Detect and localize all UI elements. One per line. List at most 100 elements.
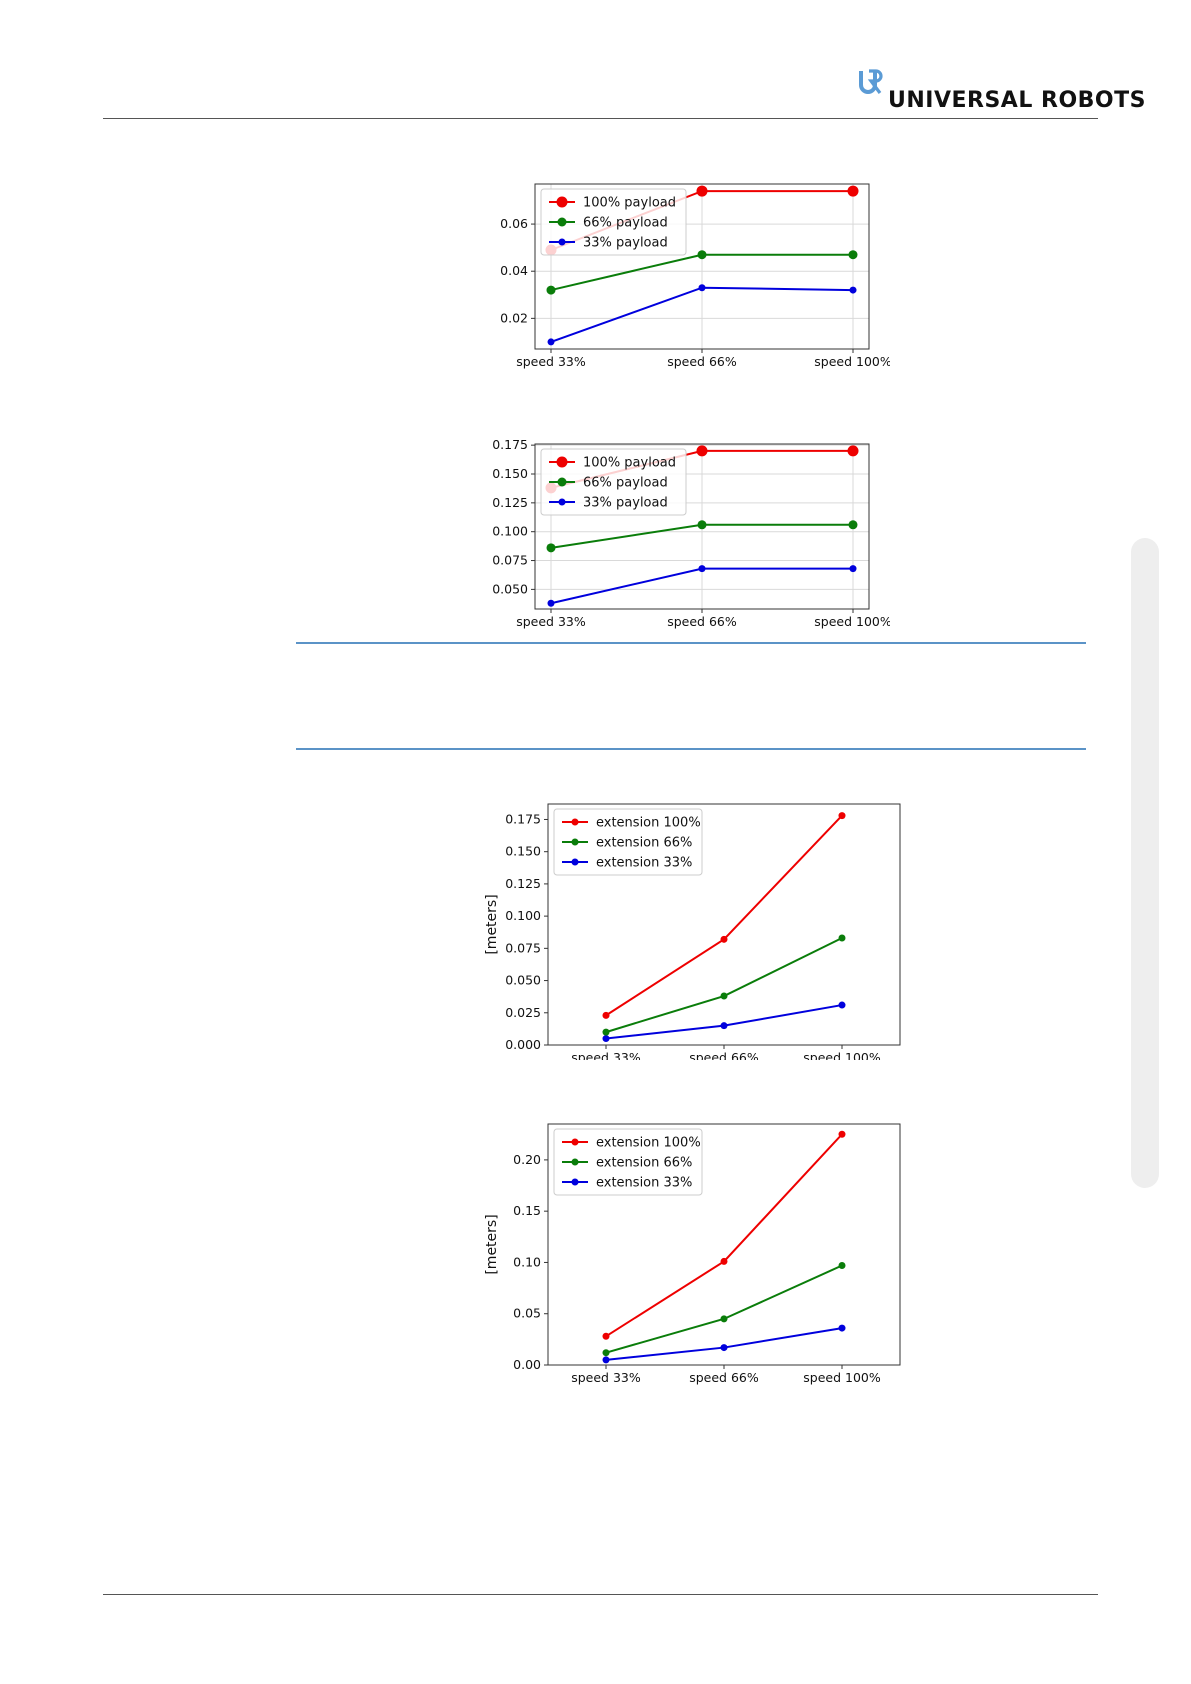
- legend-box: [553, 808, 703, 876]
- legend-marker: [558, 498, 566, 506]
- series-line: [605, 1264, 843, 1354]
- data-point: [602, 1356, 610, 1364]
- data-point: [848, 250, 858, 260]
- legend-label: extension 66%: [596, 836, 692, 851]
- chart-payload-2: 0.050 0.075 0.100 0.125 0.150 0.175 speed 33% s…: [490, 430, 892, 634]
- x-tick-label: speed 100%: [803, 1370, 881, 1385]
- data-point: [838, 812, 846, 820]
- legend-marker: [571, 1158, 579, 1166]
- note-bottom-rule: [296, 748, 1086, 750]
- y-tick-label: 0.075: [505, 940, 541, 955]
- data-point: [847, 445, 859, 457]
- y-tick-label: 0.100: [492, 524, 528, 539]
- y-axis-label: [meters]: [484, 894, 500, 954]
- data-point: [720, 992, 728, 1000]
- x-tick-label: speed 33%: [571, 1050, 641, 1060]
- legend-box: [553, 1128, 703, 1196]
- series-line: [605, 937, 843, 1034]
- y-tick-label: 0.10: [513, 1254, 541, 1269]
- legend-label: extension 33%: [596, 856, 692, 871]
- legend-label: 66% payload: [583, 216, 668, 231]
- data-point: [838, 1324, 846, 1332]
- legend-label: 33% payload: [583, 496, 668, 511]
- legend-marker: [558, 238, 566, 246]
- data-point: [720, 1344, 728, 1352]
- data-point: [546, 543, 556, 553]
- legend-marker: [571, 1178, 579, 1186]
- data-point: [849, 286, 857, 294]
- data-point: [696, 185, 708, 197]
- y-tick-label: 0.050: [505, 973, 541, 988]
- legend-label: 100% payload: [583, 456, 676, 471]
- data-point: [838, 1130, 846, 1138]
- y-tick-label: 0.20: [513, 1152, 541, 1167]
- legend-marker: [571, 838, 579, 846]
- data-point: [838, 1262, 846, 1270]
- data-point: [602, 1035, 610, 1043]
- data-point: [698, 284, 706, 292]
- legend-label: extension 66%: [596, 1156, 692, 1171]
- data-point: [547, 338, 555, 346]
- chart-svg: 0.00 0.05 0.10 0.15 0.20 speed 33% speed 66% sp…: [484, 1123, 901, 1385]
- footer-rule: [103, 1594, 1098, 1595]
- y-tick-label: 0.050: [492, 581, 528, 596]
- y-tick-label: 0.06: [500, 216, 528, 231]
- legend-label: extension 100%: [596, 816, 701, 831]
- data-point: [602, 1349, 610, 1357]
- legend-label: 100% payload: [583, 196, 676, 211]
- chart-extension-1: 0.000 0.025 0.050 0.075 0.100 0.125 0.150 0.175…: [480, 790, 920, 1065]
- y-tick-label: 0.075: [492, 553, 528, 568]
- chart-svg: 0.000 0.025 0.050 0.075 0.100 0.125 0.150 0.175…: [484, 803, 901, 1065]
- legend-label: 66% payload: [583, 476, 668, 491]
- legend-box: [540, 188, 687, 256]
- legend-marker: [556, 456, 568, 468]
- data-point: [720, 935, 728, 943]
- x-tick-label: speed 66%: [667, 614, 737, 629]
- y-axis-label: [meters]: [484, 1214, 500, 1274]
- brand-logo: UNIVERSAL ROBOTS: [858, 68, 1145, 113]
- data-point: [697, 520, 707, 530]
- data-point: [847, 185, 859, 197]
- y-tick-label: 0.150: [492, 466, 528, 481]
- side-tab: [1131, 538, 1159, 1188]
- data-point: [547, 599, 555, 607]
- x-tick-label: speed 100%: [814, 614, 890, 629]
- legend-marker: [571, 818, 579, 826]
- legend-box: [540, 448, 687, 516]
- legend-marker: [571, 1138, 579, 1146]
- header-rule: [103, 118, 1098, 119]
- ur-logo-icon: [859, 69, 883, 94]
- legend-marker: [557, 477, 567, 487]
- data-point: [838, 1001, 846, 1009]
- y-tick-label: 0.00: [513, 1357, 541, 1372]
- data-point: [720, 1315, 728, 1323]
- x-tick-label: speed 33%: [516, 614, 586, 629]
- y-tick-label: 0.125: [505, 876, 541, 891]
- legend-label: 33% payload: [583, 236, 668, 251]
- data-point: [546, 285, 556, 295]
- y-tick-label: 0.125: [492, 495, 528, 510]
- y-tick-label: 0.150: [505, 844, 541, 859]
- data-point: [849, 565, 857, 573]
- y-tick-label: 0.175: [492, 437, 528, 452]
- chart-payload-1: 0.02 0.04 0.06 speed 33% speed 66% speed 100%…: [490, 170, 892, 374]
- x-tick-label: speed 66%: [667, 354, 737, 369]
- data-point: [720, 1022, 728, 1030]
- legend-marker: [557, 217, 567, 227]
- x-tick-label: speed 33%: [571, 1370, 641, 1385]
- y-tick-label: 0.100: [505, 908, 541, 923]
- legend-marker: [556, 196, 568, 208]
- y-tick-label: 0.15: [513, 1203, 541, 1218]
- data-point: [838, 934, 846, 942]
- data-point: [602, 1332, 610, 1340]
- x-tick-label: speed 33%: [516, 354, 586, 369]
- data-point: [602, 1011, 610, 1019]
- chart-svg: 0.02 0.04 0.06 speed 33% speed 66% speed 100%…: [500, 183, 892, 369]
- legend-label: extension 100%: [596, 1136, 701, 1151]
- y-tick-label: 0.04: [500, 263, 528, 278]
- chart-svg: 0.050 0.075 0.100 0.125 0.150 0.175 speed 33% s…: [492, 437, 892, 629]
- series-line: [605, 1327, 843, 1361]
- data-point: [697, 250, 707, 260]
- y-tick-label: 0.05: [513, 1306, 541, 1321]
- chart-extension-2: 0.00 0.05 0.10 0.15 0.20 speed 33% speed 66% sp…: [480, 1110, 920, 1394]
